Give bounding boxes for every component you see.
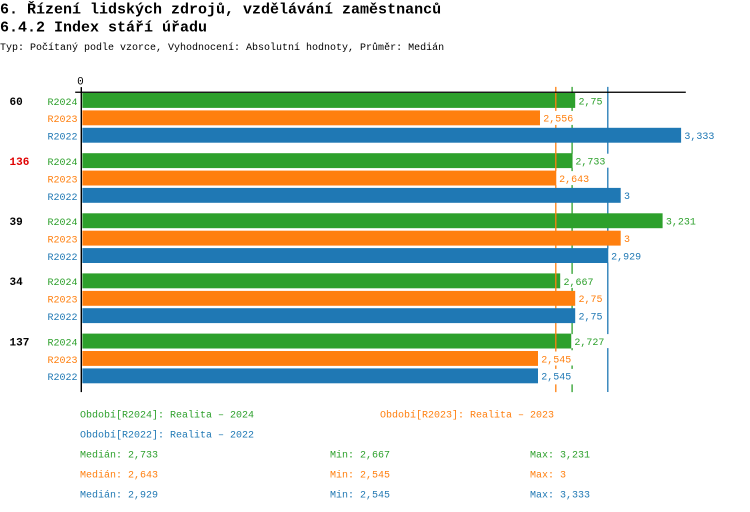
svg-text:3,333: 3,333 — [684, 132, 714, 143]
svg-text:6. Řízení lidských zdrojů, vzd: 6. Řízení lidských zdrojů, vzdělávání za… — [0, 1, 441, 19]
svg-text:R2023: R2023 — [48, 236, 78, 247]
svg-text:2,727: 2,727 — [574, 338, 604, 349]
svg-text:2,545: 2,545 — [541, 373, 571, 384]
svg-text:2,545: 2,545 — [541, 355, 571, 366]
svg-text:Max: 3: Max: 3 — [530, 470, 566, 481]
svg-text:Min: 2,545: Min: 2,545 — [330, 469, 390, 481]
svg-text:Medián: 2,643: Medián: 2,643 — [80, 469, 158, 481]
svg-text:Medián: 2,733: Medián: 2,733 — [80, 449, 158, 461]
svg-text:2,643: 2,643 — [559, 175, 589, 186]
svg-text:2,75: 2,75 — [579, 313, 603, 324]
svg-text:Období[R2024]: Realita – 2024: Období[R2024]: Realita – 2024 — [80, 409, 254, 421]
svg-text:2,75: 2,75 — [579, 97, 603, 108]
svg-text:R2024: R2024 — [48, 278, 78, 289]
svg-text:6.4.2 Index stáří úřadu: 6.4.2 Index stáří úřadu — [0, 20, 207, 37]
svg-text:R2022: R2022 — [48, 133, 78, 144]
svg-text:34: 34 — [10, 277, 24, 289]
svg-text:0: 0 — [77, 77, 84, 89]
svg-text:R2022: R2022 — [48, 313, 78, 324]
svg-text:2,75: 2,75 — [579, 295, 603, 306]
svg-text:Období[R2023]: Realita – 2023: Období[R2023]: Realita – 2023 — [380, 409, 554, 421]
svg-text:R2022: R2022 — [48, 193, 78, 204]
svg-text:39: 39 — [10, 217, 23, 229]
svg-text:R2023: R2023 — [48, 115, 78, 126]
svg-text:Max: 3,333: Max: 3,333 — [530, 490, 590, 501]
svg-text:R2023: R2023 — [48, 356, 78, 367]
svg-text:2,667: 2,667 — [564, 278, 594, 289]
svg-text:Typ: Počítaný podle vzorce, Vy: Typ: Počítaný podle vzorce, Vyhodnocení:… — [0, 41, 444, 54]
svg-text:R2023: R2023 — [48, 296, 78, 307]
svg-text:R2024: R2024 — [48, 98, 78, 109]
svg-text:2,733: 2,733 — [575, 158, 605, 169]
svg-text:60: 60 — [10, 97, 23, 109]
svg-text:3,231: 3,231 — [666, 218, 696, 229]
svg-text:R2024: R2024 — [48, 218, 78, 229]
svg-text:Max: 3,231: Max: 3,231 — [530, 450, 590, 461]
svg-text:Období[R2022]: Realita – 2022: Období[R2022]: Realita – 2022 — [80, 429, 254, 441]
svg-text:Min: 2,667: Min: 2,667 — [330, 449, 390, 461]
svg-text:3: 3 — [624, 192, 630, 203]
svg-text:R2024: R2024 — [48, 338, 78, 349]
svg-text:Min: 2,545: Min: 2,545 — [330, 489, 390, 501]
svg-text:R2022: R2022 — [48, 373, 78, 384]
svg-text:2,929: 2,929 — [611, 252, 641, 263]
svg-text:R2022: R2022 — [48, 253, 78, 264]
svg-text:3: 3 — [624, 235, 630, 246]
svg-text:2,556: 2,556 — [543, 115, 573, 126]
svg-text:R2024: R2024 — [48, 158, 78, 169]
svg-text:137: 137 — [10, 337, 30, 349]
svg-text:Medián: 2,929: Medián: 2,929 — [80, 489, 158, 501]
svg-text:R2023: R2023 — [48, 175, 78, 186]
svg-text:136: 136 — [10, 157, 30, 169]
